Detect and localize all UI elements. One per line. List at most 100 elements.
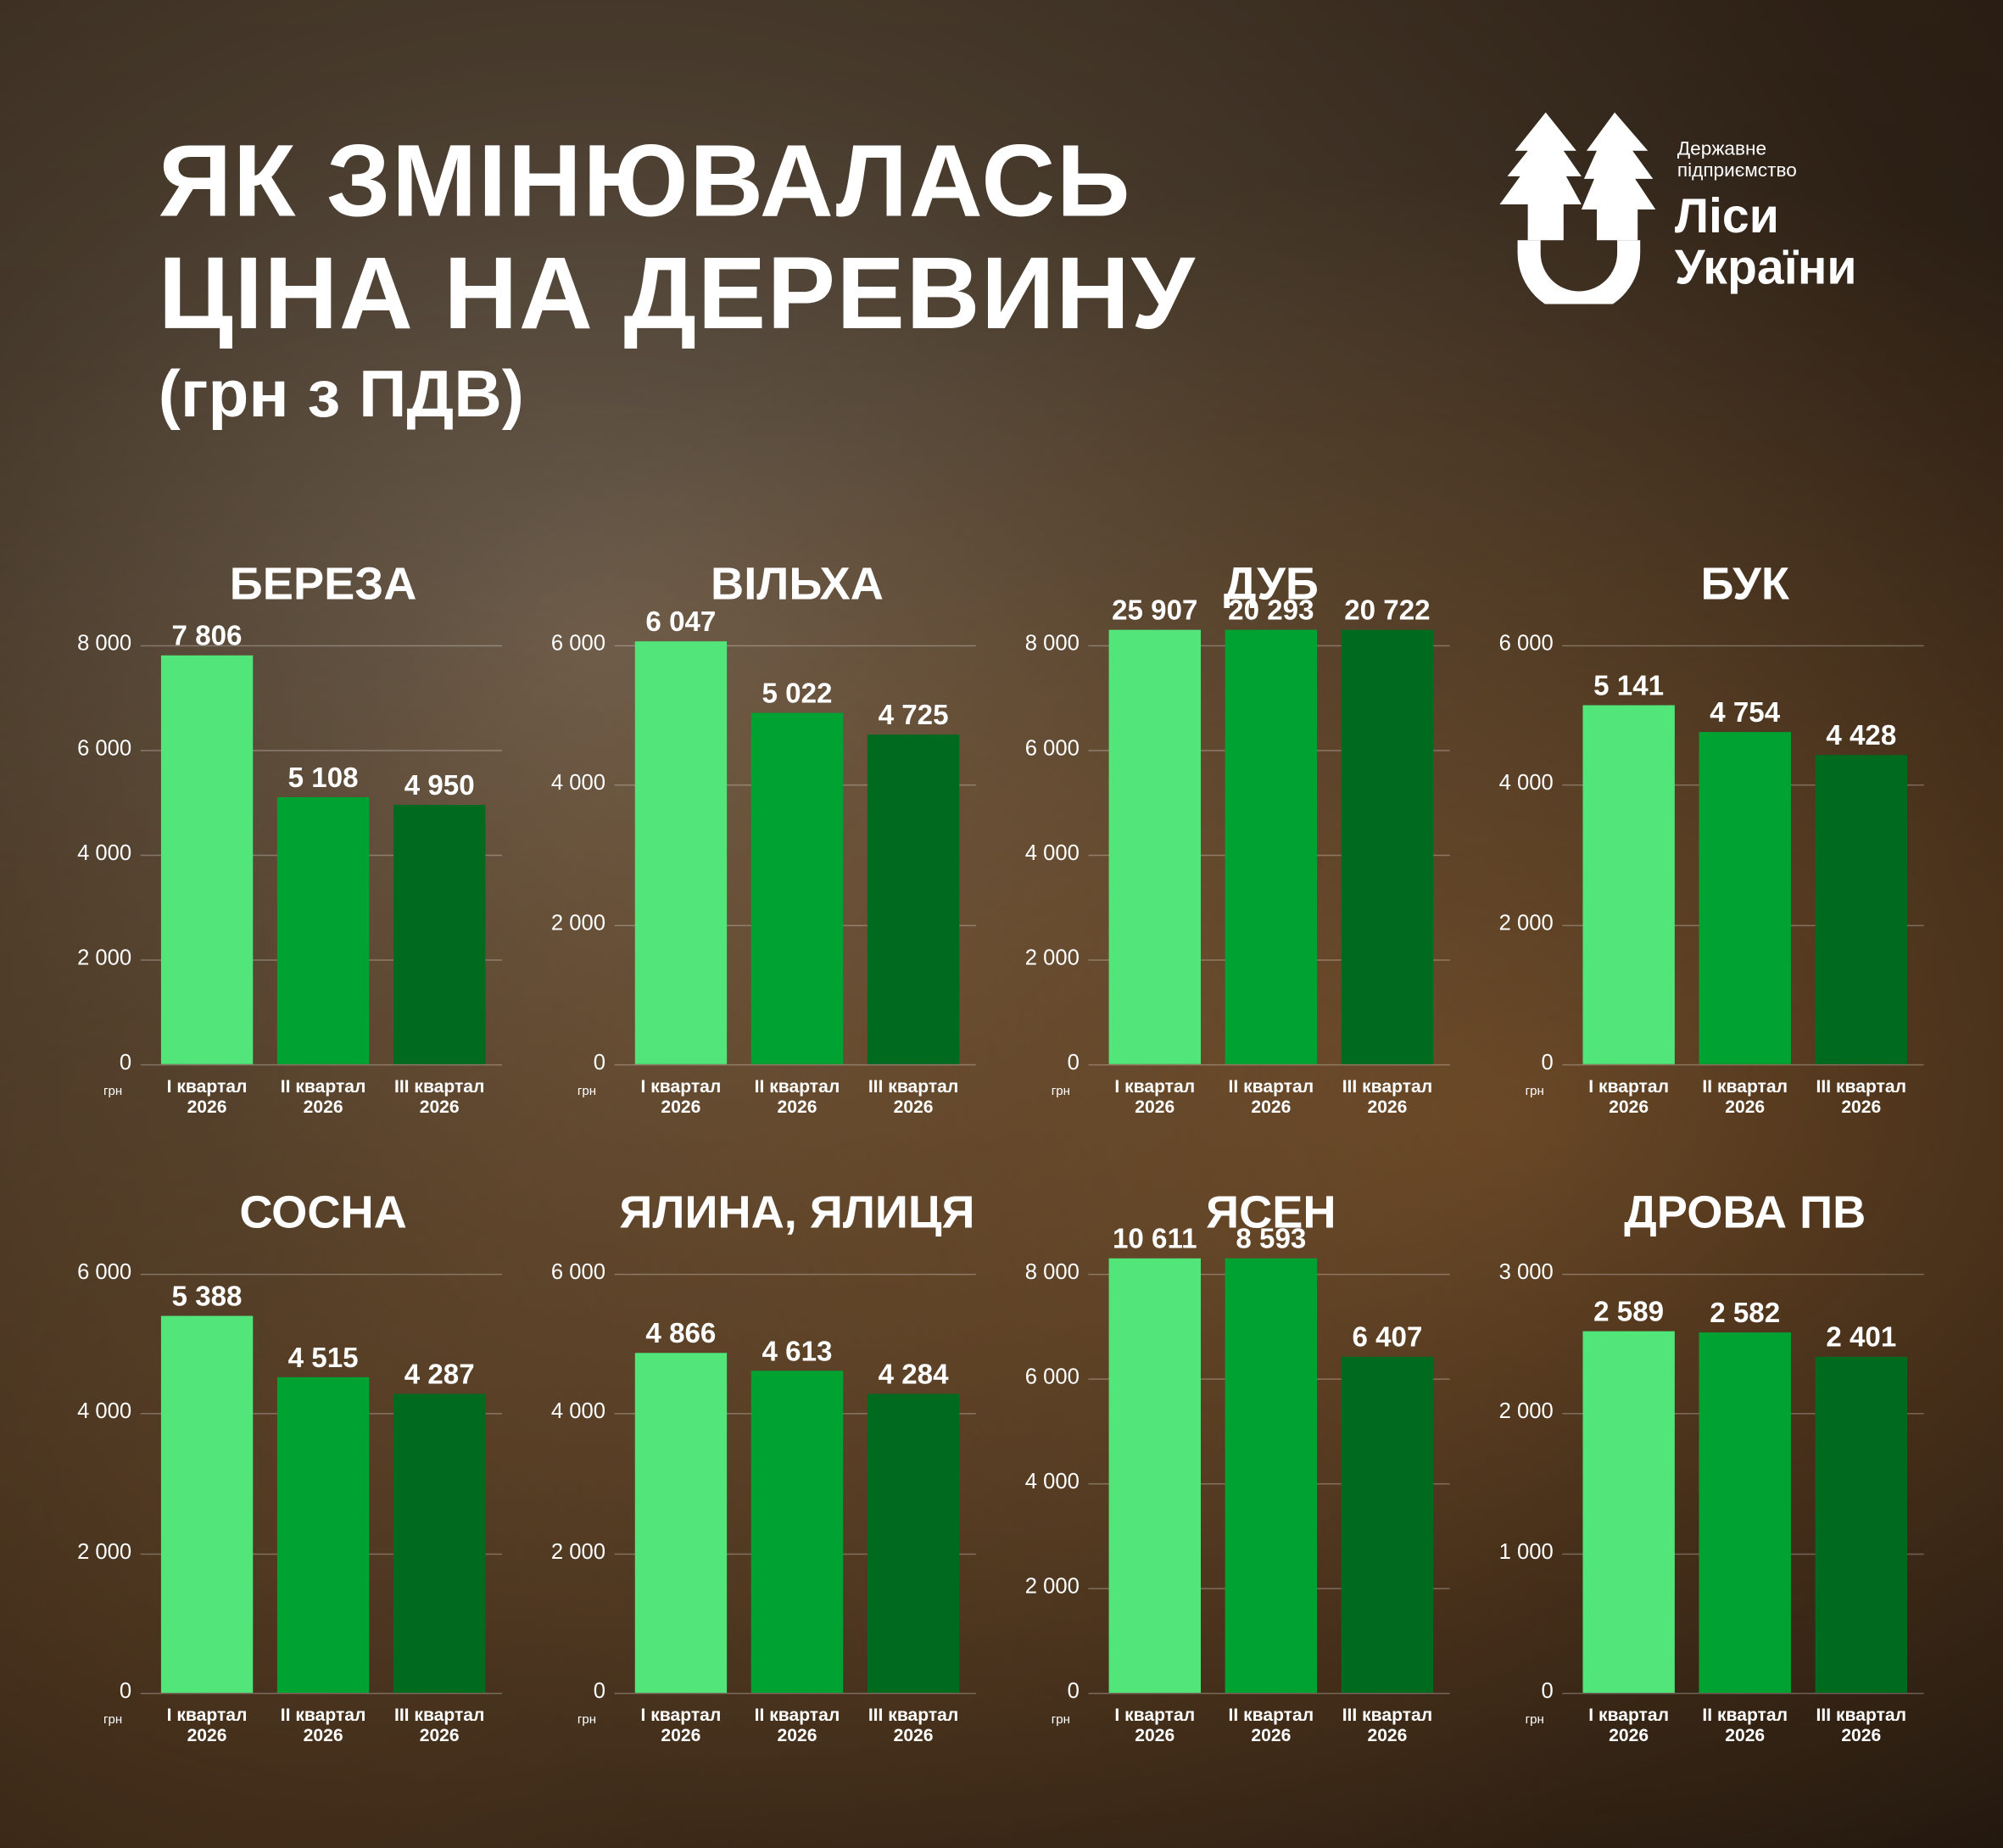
x-tick-label: II квартал 2026 <box>280 1704 366 1745</box>
plot-area <box>160 630 494 1064</box>
y-axis-unit: грн <box>577 1713 597 1728</box>
bar <box>1341 629 1434 1064</box>
grid-line <box>1562 1064 1924 1066</box>
y-tick-label: 0 <box>593 1678 606 1704</box>
y-tick-label: 0 <box>593 1050 606 1075</box>
grid-line <box>1088 1692 1450 1694</box>
x-tick-label: III квартал 2026 <box>868 1704 959 1745</box>
bar <box>750 1371 844 1693</box>
y-tick-label: 2 000 <box>1024 1573 1080 1599</box>
bar <box>1582 705 1675 1064</box>
x-tick-label: III квартал 2026 <box>393 1704 485 1745</box>
y-tick-label: 6 000 <box>77 1259 132 1284</box>
y-tick-label: 6 000 <box>550 1259 606 1284</box>
bar <box>1815 755 1908 1064</box>
bar <box>867 1393 960 1693</box>
bar <box>1699 1332 1791 1693</box>
bar <box>160 1316 254 1693</box>
y-tick-label: 6 000 <box>1024 1364 1080 1389</box>
y-tick-label: 6 000 <box>1024 735 1080 761</box>
x-tick-label: I квартал 2026 <box>640 1704 722 1745</box>
value-label: 6 047 <box>645 606 717 639</box>
chart-title: БЕРЕЗА <box>229 556 417 610</box>
y-tick-label: 4 000 <box>77 840 132 865</box>
bar <box>393 1393 486 1693</box>
x-tick-label: III квартал 2026 <box>1816 1075 1907 1117</box>
y-tick-label: 0 <box>1067 1678 1080 1704</box>
x-tick-label: II квартал 2026 <box>1702 1075 1788 1117</box>
y-axis-unit: грн <box>577 1084 597 1099</box>
x-tick-label: I квартал 2026 <box>1114 1704 1196 1745</box>
x-tick-label: III квартал 2026 <box>393 1075 485 1117</box>
x-tick-label: III квартал 2026 <box>1816 1704 1907 1745</box>
title-line: ЦІНА НА ДЕРЕВИНУ <box>158 236 1197 350</box>
x-tick-label: II квартал 2026 <box>754 1075 840 1117</box>
value-label: 25 907 <box>1112 594 1198 627</box>
x-tick-label: I квартал 2026 <box>640 1075 722 1117</box>
grid-line <box>140 1064 503 1066</box>
y-tick-label: 0 <box>1541 1050 1554 1075</box>
logo-text: Ліси <box>1674 190 1779 244</box>
y-axis-unit: грн <box>1051 1084 1070 1099</box>
value-label: 2 401 <box>1826 1321 1897 1354</box>
y-tick-label: 8 000 <box>1024 1259 1080 1284</box>
grid-line <box>614 645 976 647</box>
y-tick-label: 2 000 <box>77 945 132 970</box>
value-label: 4 515 <box>287 1341 359 1374</box>
bar <box>1341 1357 1434 1693</box>
grid-line <box>140 1273 503 1276</box>
y-tick-label: 6 000 <box>77 735 132 761</box>
bar <box>1815 1357 1908 1693</box>
bar <box>393 805 486 1064</box>
value-label: 2 589 <box>1593 1295 1665 1328</box>
y-tick-label: 6 000 <box>1498 631 1554 656</box>
bar <box>276 1377 370 1693</box>
x-tick-label: II квартал 2026 <box>1702 1704 1788 1745</box>
bar <box>1225 1258 1318 1693</box>
chart-title: ЯСЕН <box>1206 1185 1336 1238</box>
y-tick-label: 4 000 <box>77 1399 132 1424</box>
grid-line <box>140 645 503 647</box>
x-tick-label: I квартал 2026 <box>166 1704 248 1745</box>
bar <box>1108 629 1201 1064</box>
x-tick-label: II квартал 2026 <box>1228 1704 1314 1745</box>
y-tick-label: 4 000 <box>550 770 606 796</box>
plot-area <box>1582 1259 1915 1693</box>
y-tick-label: 8 000 <box>1024 631 1080 656</box>
value-label: 2 582 <box>1710 1296 1781 1329</box>
x-tick-label: II квартал 2026 <box>754 1704 840 1745</box>
value-label: 5 108 <box>287 761 359 793</box>
x-tick-label: II квартал 2026 <box>1228 1075 1314 1117</box>
value-label: 4 284 <box>878 1357 949 1390</box>
y-tick-label: 4 000 <box>1498 770 1554 796</box>
chart-title: ДУБ <box>1223 556 1319 610</box>
bar <box>634 1353 728 1693</box>
grid-line <box>1562 1273 1924 1276</box>
y-axis-unit: грн <box>1051 1713 1070 1728</box>
y-tick-label: 4 000 <box>1024 1469 1080 1493</box>
value-label: 4 950 <box>404 768 475 801</box>
y-tick-label: 4 000 <box>1024 840 1080 865</box>
y-tick-label: 0 <box>1541 1678 1554 1704</box>
value-label: 4 725 <box>878 698 949 731</box>
plot-area <box>1582 630 1915 1064</box>
value-label: 6 407 <box>1352 1321 1423 1354</box>
x-tick-label: I квартал 2026 <box>1588 1075 1670 1117</box>
y-tick-label: 6 000 <box>550 631 606 656</box>
y-axis-unit: грн <box>1525 1084 1544 1099</box>
grid-line <box>614 1273 976 1276</box>
value-label: 7 806 <box>171 619 243 652</box>
y-tick-label: 2 000 <box>550 1538 606 1564</box>
bar <box>160 655 254 1064</box>
bar <box>1582 1331 1675 1693</box>
x-tick-label: II квартал 2026 <box>280 1075 366 1117</box>
chart-title: ВІЛЬХА <box>711 556 884 610</box>
chart-title: ЯЛИНА, ЯЛИЦЯ <box>619 1185 975 1238</box>
value-label: 4 428 <box>1826 718 1897 751</box>
value-label: 4 866 <box>645 1317 717 1349</box>
value-label: 10 611 <box>1112 1222 1197 1255</box>
logo-text: підприємство <box>1677 159 1797 181</box>
y-tick-label: 2 000 <box>1498 910 1554 935</box>
